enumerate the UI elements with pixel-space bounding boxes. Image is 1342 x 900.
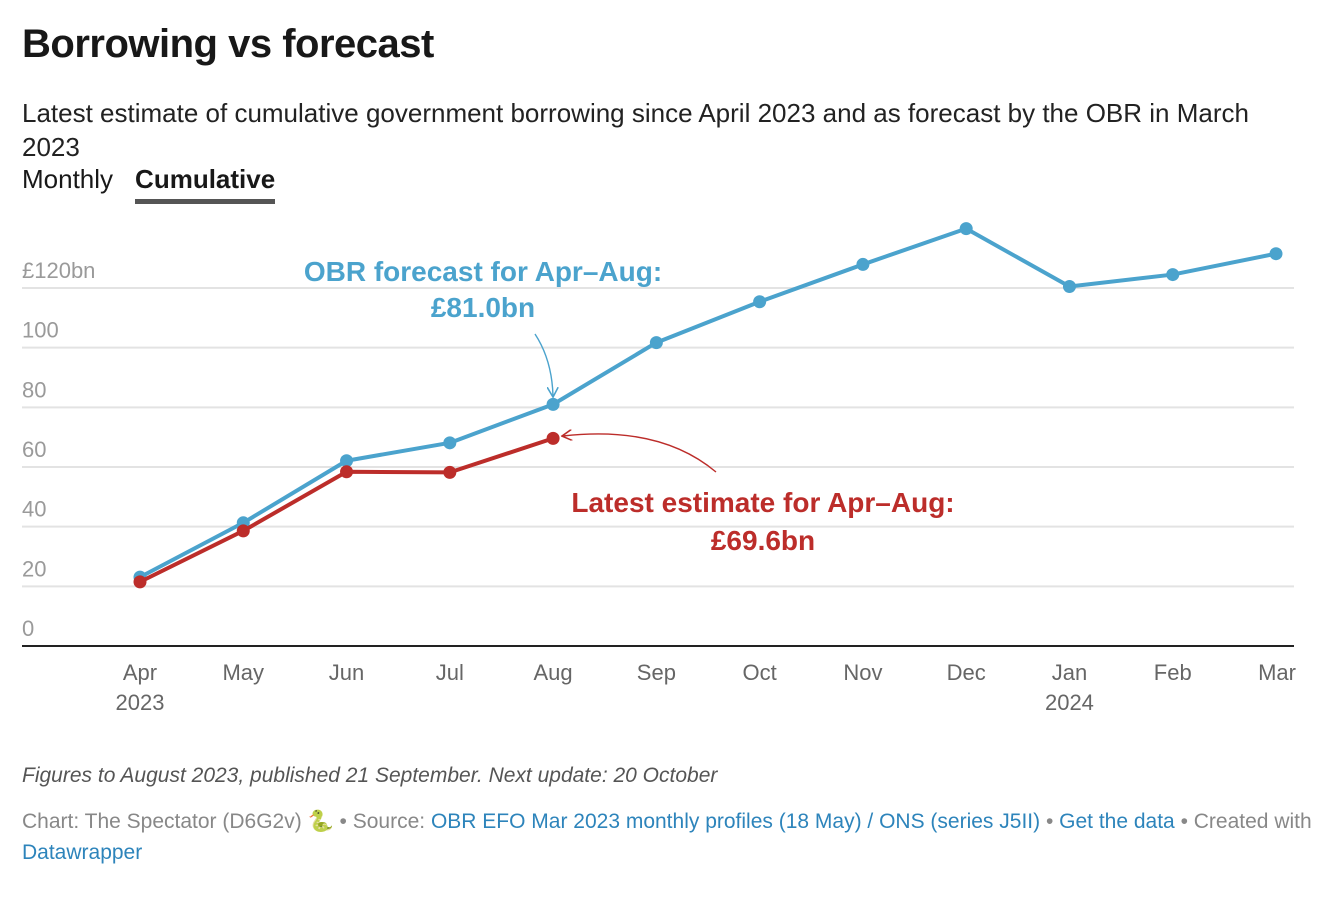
annotation-latest-line1: Latest estimate for Apr–Aug: (571, 487, 954, 518)
data-point (959, 222, 973, 236)
footer-credit: Chart: The Spectator (D6G2v) 🐍 • Source: (22, 810, 431, 833)
datawrapper-link[interactable]: Datawrapper (22, 841, 143, 864)
x-axis: Apr 2023 May Jun Jul Aug Sep Oct Nov Dec Jan 2024 Fe… (22, 645, 1296, 715)
x-tick-label: Jul (436, 660, 464, 685)
data-point (856, 257, 870, 271)
data-point (236, 524, 250, 538)
data-point (1269, 247, 1283, 261)
y-tick-label: 0 (22, 616, 34, 641)
y-tick-label: 100 (22, 318, 59, 343)
footer-separator: • (1040, 810, 1060, 833)
data-point (649, 336, 663, 350)
source-link[interactable]: OBR EFO Mar 2023 monthly profiles (18 Ma… (430, 810, 1041, 833)
data-point (753, 295, 767, 309)
data-point (340, 465, 354, 479)
annotations: OBR forecast for Apr–Aug: £81.0bn Latest… (304, 256, 955, 556)
chart-subtitle: Latest estimate of cumulative government… (22, 98, 1249, 162)
get-data-link[interactable]: Get the data (1059, 810, 1175, 833)
view-tabs: Monthly Cumulative (22, 164, 276, 204)
data-point (546, 397, 560, 411)
x-tick-label: May (222, 660, 264, 685)
y-tick-label: 80 (22, 377, 46, 402)
x-tick-label: Oct (743, 660, 777, 685)
data-point (443, 436, 457, 450)
annotation-obr-line2: £81.0bn (431, 292, 535, 323)
x-tick-label: Sep (637, 660, 676, 685)
x-tick-label: Apr (123, 660, 157, 685)
annotation-obr-arrow (534, 333, 553, 396)
data-point (1166, 268, 1180, 282)
x-tick-sublabel: 2023 (116, 690, 165, 715)
annotation-obr-line1: OBR forecast for Apr–Aug: (304, 256, 662, 287)
series-lines (133, 222, 1283, 589)
x-tick-label: Mar (1258, 660, 1296, 685)
x-tick-sublabel: 2024 (1045, 690, 1094, 715)
data-point (546, 431, 560, 445)
line-chart: 0 20 40 60 80 100 £120bn Apr 2023 May Jun Jul Aug Se… (22, 222, 1296, 715)
y-tick-label: 20 (22, 556, 46, 581)
x-tick-label: Feb (1154, 660, 1192, 685)
tab-monthly[interactable]: Monthly (22, 164, 114, 194)
x-tick-label: Jun (329, 660, 364, 685)
data-point (133, 575, 147, 589)
tab-cumulative[interactable]: Cumulative (135, 164, 276, 204)
chart-footer: Chart: The Spectator (D6G2v) 🐍 • Source:… (22, 806, 1312, 868)
annotation-latest-arrow (563, 434, 717, 473)
series-line-0 (139, 226, 1277, 579)
x-tick-label: Jan (1052, 660, 1087, 685)
x-tick-label: Dec (947, 660, 986, 685)
chart-notes: Figures to August 2023, published 21 Sep… (22, 764, 718, 787)
data-point (340, 454, 354, 468)
gridlines (22, 287, 1294, 588)
footer-created: • Created with (1174, 810, 1312, 833)
y-tick-label: £120bn (22, 258, 95, 283)
annotation-latest-line2: £69.6bn (711, 525, 815, 556)
data-point (443, 465, 457, 479)
x-tick-label: Nov (843, 660, 882, 685)
y-axis: 0 20 40 60 80 100 £120bn (22, 258, 95, 641)
data-point (1062, 280, 1076, 294)
y-tick-label: 60 (22, 437, 46, 462)
y-tick-label: 40 (22, 497, 46, 522)
x-tick-label: Aug (534, 660, 573, 685)
chart-title: Borrowing vs forecast (22, 22, 434, 66)
